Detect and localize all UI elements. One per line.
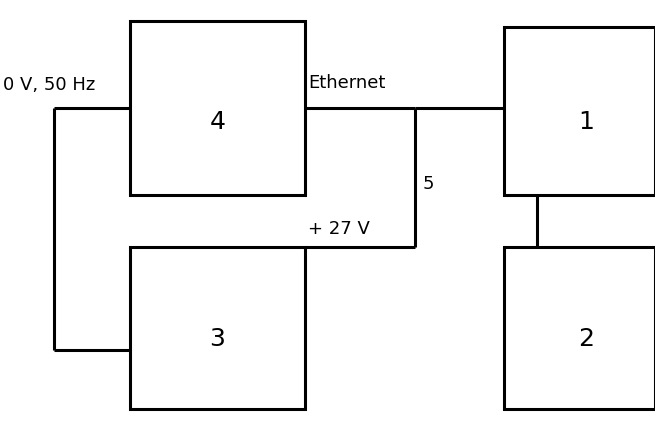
Bar	[130, 247, 305, 409]
Bar	[504, 247, 655, 409]
Text: Ethernet: Ethernet	[308, 74, 385, 92]
Text: 5: 5	[422, 174, 434, 193]
Bar	[130, 21, 305, 195]
Bar	[504, 27, 655, 195]
Text: 3: 3	[210, 327, 225, 350]
Text: 0 V, 50 Hz: 0 V, 50 Hz	[3, 76, 96, 94]
Text: + 27 V: + 27 V	[308, 220, 369, 239]
Text: 2: 2	[578, 327, 594, 350]
Text: 1: 1	[578, 111, 594, 134]
Text: 4: 4	[210, 111, 225, 134]
